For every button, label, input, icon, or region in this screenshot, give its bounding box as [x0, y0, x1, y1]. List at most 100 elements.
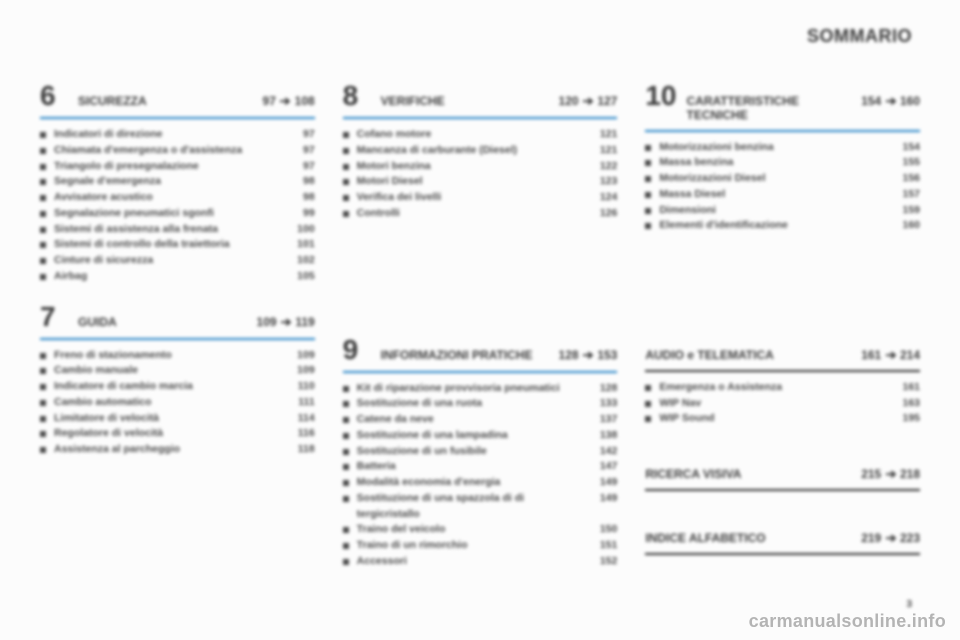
toc-item: Motorizzazioni benzina154 — [645, 140, 920, 156]
bullet-icon — [343, 417, 349, 423]
toc-item: Mancanza di carburante (Diesel)121 — [343, 143, 618, 159]
toc-item-label: Chiamata d'emergenza o d'assistenza — [54, 143, 287, 159]
toc-item-page: 102 — [287, 253, 315, 269]
columns: 6 SICUREZZA 97 ➔ 108 Indicatori di direz… — [40, 82, 920, 588]
toc-item-page: 97 — [287, 159, 315, 175]
toc-item-label: Motori Diesel — [357, 174, 590, 190]
column-2: 8 VERIFICHE 120 ➔ 127 Cofano motore121Ma… — [343, 82, 618, 588]
toc-item-label: Dimensioni — [659, 203, 892, 219]
toc-item: WIP Sound195 — [645, 411, 920, 427]
toc-item: Batteria147 — [343, 459, 618, 475]
bullet-icon — [343, 527, 349, 533]
section-range: 120 ➔ 127 — [559, 94, 618, 108]
toc-item-page: 105 — [287, 269, 315, 285]
toc-item: Cambio automatico111 — [40, 395, 315, 411]
toc-item-label: Mancanza di carburante (Diesel) — [357, 143, 590, 159]
toc-item-page: 97 — [287, 127, 315, 143]
toc-item-label: Traino del veicolo — [357, 522, 590, 538]
toc-item-page: 163 — [892, 396, 920, 412]
section-title: AUDIO e TELEMATICA — [645, 349, 851, 363]
range-from: 109 — [257, 315, 277, 329]
toc-item-label: Avvisatore acustico — [54, 190, 287, 206]
toc-item: Massa Diesel157 — [645, 187, 920, 203]
bullet-icon — [40, 368, 46, 374]
watermark: carmanualsonline.info — [749, 611, 946, 632]
toc-item-label: Accessori — [357, 554, 590, 570]
range-to: 108 — [295, 94, 315, 108]
range-from: 219 — [861, 531, 881, 545]
toc-item: Motorizzazioni Diesel156 — [645, 171, 920, 187]
section-10: 10 CARATTERISTICHE TECNICHE 154 ➔ 160 Mo… — [645, 82, 920, 234]
section-audio-items: Emergenza o Assistenza161WIP Nav163WIP S… — [645, 380, 920, 427]
toc-item: Elementi d'identificazione160 — [645, 218, 920, 234]
range-to: 223 — [900, 531, 920, 545]
toc-item-label: Sostituzione di una lampadina — [357, 428, 590, 444]
page-title: SOMMARIO — [807, 26, 912, 47]
toc-item-label: Motorizzazioni benzina — [659, 140, 892, 156]
range-from: 128 — [559, 348, 579, 362]
toc-item: Indicatori di direzione97 — [40, 127, 315, 143]
toc-item-label: Indicatori di direzione — [54, 127, 287, 143]
section-number: 9 — [343, 336, 371, 364]
section-8: 8 VERIFICHE 120 ➔ 127 Cofano motore121Ma… — [343, 82, 618, 222]
range-to: 218 — [900, 467, 920, 481]
divider — [40, 117, 315, 119]
bullet-icon — [343, 164, 349, 170]
bullet-icon — [40, 447, 46, 453]
toc-item-label: Indicatore di cambio marcia — [54, 379, 287, 395]
toc-item-label: Elementi d'identificazione — [659, 218, 892, 234]
toc-item: Freno di stazionamento109 — [40, 348, 315, 364]
section-range: 109 ➔ 119 — [257, 315, 315, 329]
toc-item: Sostituzione di una spazzola di di tergi… — [343, 491, 618, 523]
toc-item: Kit di riparazione provvisoria pneumatic… — [343, 381, 618, 397]
toc-item: Motori Diesel123 — [343, 174, 618, 190]
bullet-icon — [645, 192, 651, 198]
page: SOMMARIO 6 SICUREZZA 97 ➔ 108 Indicatori… — [0, 0, 960, 640]
section-10-items: Motorizzazioni benzina154Massa benzina15… — [645, 140, 920, 235]
toc-item-page: 138 — [589, 428, 617, 444]
toc-item-label: WIP Sound — [659, 411, 892, 427]
bullet-icon — [343, 543, 349, 549]
toc-item-label: Limitatore di velocità — [54, 411, 287, 427]
section-audio-head: AUDIO e TELEMATICA 161 ➔ 214 — [645, 348, 920, 367]
section-number: 8 — [343, 82, 371, 110]
section-title: INDICE ALFABETICO — [645, 532, 851, 546]
range-to: 119 — [295, 315, 314, 329]
bullet-icon — [343, 559, 349, 565]
toc-item-page: 156 — [892, 171, 920, 187]
toc-item-page: 101 — [287, 237, 315, 253]
divider — [343, 371, 618, 373]
toc-item: Assistenza al parcheggio118 — [40, 442, 315, 458]
section-range: 97 ➔ 108 — [263, 94, 315, 108]
toc-item-page: 147 — [589, 459, 617, 475]
toc-item-label: Catene da neve — [357, 412, 590, 428]
arrow-right-icon: ➔ — [885, 467, 896, 481]
toc-item-label: Sistemi di assistenza alla frenata — [54, 222, 287, 238]
bullet-icon — [40, 353, 46, 359]
toc-item-label: Freno di stazionamento — [54, 348, 287, 364]
bullet-icon — [40, 431, 46, 437]
bullet-icon — [40, 384, 46, 390]
toc-item-page: 152 — [589, 554, 617, 570]
toc-item-page: 97 — [287, 143, 315, 159]
toc-item-label: Massa benzina — [659, 155, 892, 171]
toc-item: Verifica dei livelli124 — [343, 190, 618, 206]
section-range: 161 ➔ 214 — [861, 348, 920, 362]
section-range: 219 ➔ 223 — [861, 531, 920, 545]
toc-item-page: 154 — [892, 140, 920, 156]
toc-item: Accessori152 — [343, 554, 618, 570]
section-title: RICERCA VISIVA — [645, 468, 851, 482]
toc-item-page: 124 — [589, 190, 617, 206]
section-range: 154 ➔ 160 — [861, 94, 920, 108]
bullet-icon — [343, 496, 349, 502]
toc-item-page: 121 — [589, 127, 617, 143]
toc-item: Chiamata d'emergenza o d'assistenza97 — [40, 143, 315, 159]
toc-item: Segnalazione pneumatici sgonfi99 — [40, 206, 315, 222]
bullet-icon — [645, 223, 651, 229]
section-title: SICUREZZA — [78, 95, 253, 109]
toc-item-page: 142 — [589, 444, 617, 460]
range-to: 214 — [900, 348, 920, 362]
section-9-head: 9 INFORMAZIONI PRATICHE 128 ➔ 153 — [343, 336, 618, 368]
toc-item-page: 99 — [287, 206, 315, 222]
arrow-right-icon: ➔ — [280, 94, 291, 108]
